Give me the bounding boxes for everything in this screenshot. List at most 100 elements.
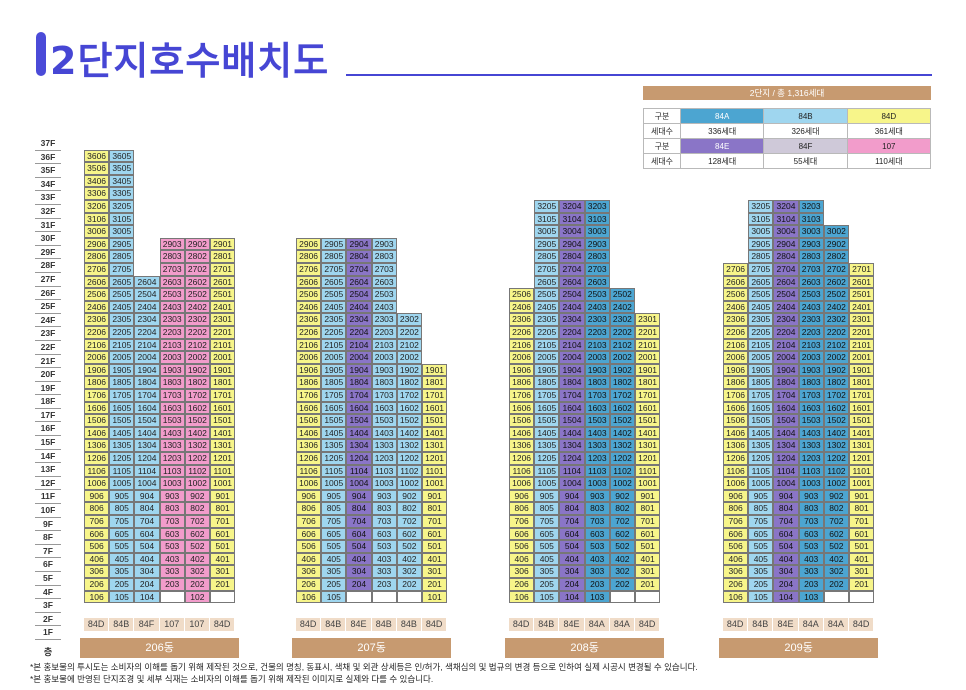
floor-label: 12F (35, 477, 61, 491)
unit-cell: 2003 (798, 351, 824, 364)
unit-cell: 1303 (584, 439, 610, 452)
unit-cell: 903 (371, 489, 397, 503)
unit-cell: 2003 (584, 351, 610, 364)
floor-label: 9F (35, 518, 61, 532)
unit-cell: 701 (849, 515, 875, 528)
unit-cell: 2503 (584, 288, 610, 301)
unit-cell: 205 (109, 578, 135, 591)
unit-cell: 2806 (296, 250, 322, 263)
unit-cell: 501 (849, 540, 875, 553)
unit-cell (823, 590, 849, 604)
unit-cell: 2501 (849, 288, 875, 301)
unit-cell: 601 (210, 527, 236, 541)
unit-cell: 206 (296, 578, 322, 591)
unit-cell: 2904 (773, 237, 799, 251)
unit-cell: 2306 (723, 313, 749, 326)
unit-cell: 2605 (534, 275, 560, 289)
unit-cell: 502 (823, 540, 849, 553)
unit-cell: 2404 (346, 300, 372, 314)
unit-cell: 1803 (371, 376, 397, 389)
unit-cell: 2002 (396, 351, 422, 364)
unit-cell: 2302 (184, 313, 210, 326)
unit-cell: 1404 (559, 426, 585, 440)
unit-cell: 2504 (346, 288, 372, 301)
unit-cell: 802 (609, 502, 635, 515)
unit-cell: 505 (321, 540, 347, 553)
unit-cell: 1804 (346, 376, 372, 389)
unit-cell: 204 (134, 578, 160, 591)
unit-cell: 703 (371, 515, 397, 528)
unit-cell: 602 (184, 527, 210, 541)
unit-cell: 1301 (849, 439, 875, 452)
unit-cell: 1406 (723, 426, 749, 440)
unit-cell: 1701 (422, 389, 448, 402)
unit-cell: 3605 (109, 149, 135, 163)
unit-cell: 1003 (584, 477, 610, 490)
unit-cell: 705 (109, 515, 135, 528)
unit-cell: 2606 (296, 275, 322, 289)
unit-cell: 1903 (584, 363, 610, 377)
unit-cell (396, 590, 422, 604)
unit-cell: 901 (849, 489, 875, 503)
unit-cell: 1304 (773, 439, 799, 452)
unit-cell: 206 (84, 578, 110, 591)
unit-cell: 2503 (798, 288, 824, 301)
unit-type-label: 84D (422, 618, 448, 631)
unit-cell: 605 (109, 527, 135, 541)
floor-label: 37F (35, 137, 61, 151)
legend-row: 세대수 336세대 326세대 361세대 (643, 123, 932, 139)
unit-cell: 504 (559, 540, 585, 553)
unit-cell: 1604 (134, 401, 160, 415)
unit-cell: 1006 (84, 477, 110, 490)
unit-cell: 3003 (798, 225, 824, 238)
unit-cell: 805 (748, 502, 774, 515)
floor-label: 18F (35, 395, 61, 409)
unit-cell: 2304 (773, 313, 799, 326)
floor-label: 6F (35, 558, 61, 572)
floor-label: 26F (35, 287, 61, 301)
unit-cell: 904 (559, 489, 585, 503)
unit-cell: 205 (534, 578, 560, 591)
unit-cell: 702 (396, 515, 422, 528)
unit-cell: 1802 (396, 376, 422, 389)
unit-cell: 3003 (584, 225, 610, 238)
unit-cell: 806 (296, 502, 322, 515)
unit-cell: 1901 (635, 363, 661, 377)
unit-cell: 2104 (559, 338, 585, 352)
unit-cell: 1105 (534, 464, 560, 478)
unit-cell: 2506 (296, 288, 322, 301)
unit-cell: 1902 (823, 363, 849, 377)
unit-cell: 1804 (559, 376, 585, 389)
unit-cell: 2202 (823, 326, 849, 339)
unit-cell: 102 (184, 590, 210, 604)
unit-cell: 2304 (346, 313, 372, 326)
unit-cell: 1006 (509, 477, 535, 490)
unit-cell: 1403 (159, 426, 185, 440)
unit-cell: 905 (748, 489, 774, 503)
unit-cell: 1402 (184, 426, 210, 440)
unit-cell: 2805 (748, 250, 774, 263)
unit-cell: 104 (559, 590, 585, 604)
legend-cell: 110세대 (846, 153, 932, 169)
legend-cell: 107 (846, 138, 932, 154)
unit-cell: 2706 (84, 263, 110, 276)
unit-cell: 1502 (609, 414, 635, 427)
unit-cell: 2603 (584, 275, 610, 289)
unit-cell: 2002 (609, 351, 635, 364)
unit-cell: 1504 (134, 414, 160, 427)
unit-cell: 1505 (321, 414, 347, 427)
unit-cell: 1605 (321, 401, 347, 415)
unit-cell: 2004 (773, 351, 799, 364)
unit-cell: 1201 (635, 452, 661, 465)
unit-cell: 1303 (371, 439, 397, 452)
floor-base-label: 층 (43, 646, 53, 657)
unit-cell: 805 (109, 502, 135, 515)
unit-cell: 2604 (346, 275, 372, 289)
unit-cell: 1401 (210, 426, 236, 440)
unit-cell: 1604 (346, 401, 372, 415)
legend-cell: 361세대 (846, 123, 932, 139)
unit-cell: 1901 (422, 363, 448, 377)
floor-label: 7F (35, 545, 61, 559)
unit-cell: 2802 (184, 250, 210, 263)
unit-cell: 506 (509, 540, 535, 553)
